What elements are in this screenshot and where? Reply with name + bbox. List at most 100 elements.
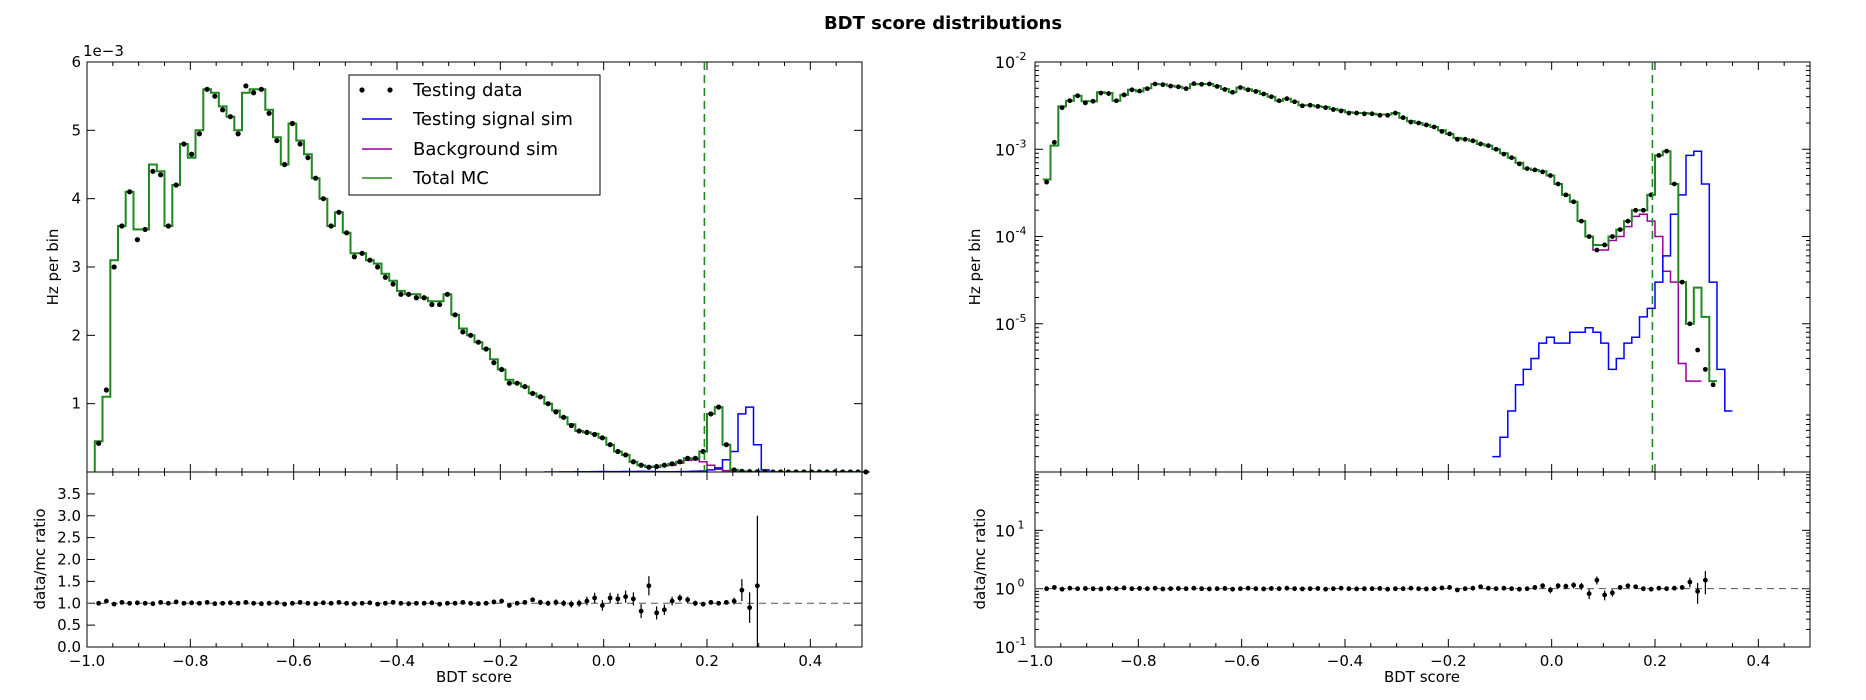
data-point bbox=[638, 462, 644, 468]
y-tick-label: 10 bbox=[995, 315, 1015, 334]
ratio-point bbox=[1168, 586, 1174, 592]
data-point bbox=[1640, 207, 1646, 213]
ratio-point bbox=[1671, 585, 1677, 591]
ratio-point bbox=[700, 601, 706, 607]
ratio-point bbox=[1245, 585, 1251, 591]
ratio-point bbox=[1524, 586, 1530, 592]
ratio-point bbox=[359, 600, 365, 606]
ratio-point bbox=[522, 599, 528, 605]
data-point bbox=[1082, 100, 1088, 106]
ratio-point bbox=[181, 600, 187, 606]
data-point bbox=[607, 442, 613, 448]
ratio-point bbox=[1261, 586, 1267, 592]
data-point bbox=[1214, 84, 1220, 89]
data-point bbox=[1540, 169, 1546, 175]
ratio-point bbox=[328, 600, 334, 606]
ratio-point bbox=[1268, 586, 1274, 591]
y-tick-label: 10 bbox=[995, 53, 1015, 72]
ratio-point bbox=[351, 601, 357, 607]
ratio-point bbox=[1625, 583, 1631, 589]
ratio-point bbox=[685, 597, 691, 603]
left-main-offset-text: 1e−3 bbox=[83, 42, 124, 60]
ratio-point bbox=[1377, 586, 1383, 591]
ratio-point bbox=[1532, 585, 1538, 590]
data-point bbox=[723, 442, 729, 448]
ratio-point bbox=[1082, 586, 1088, 591]
y-tick-label: 4 bbox=[71, 190, 81, 208]
ratio-point bbox=[1547, 587, 1553, 593]
ratio-point bbox=[1478, 584, 1484, 590]
data-point bbox=[1633, 207, 1639, 213]
data-point bbox=[1478, 141, 1484, 147]
right-main-frame bbox=[1034, 61, 1811, 473]
ratio-point bbox=[413, 600, 419, 606]
y-tick-label: 0.0 bbox=[57, 638, 81, 656]
data-point bbox=[313, 175, 319, 181]
ratio-point bbox=[429, 600, 435, 606]
data-point bbox=[444, 291, 450, 297]
ratio-point bbox=[1555, 583, 1561, 589]
ratio-point bbox=[475, 601, 481, 607]
x-tick-label: 0.4 bbox=[798, 652, 822, 670]
data-point bbox=[1075, 93, 1081, 99]
ratio-point bbox=[561, 600, 567, 606]
data-point bbox=[584, 429, 590, 435]
ratio-point bbox=[1354, 586, 1360, 592]
data-point bbox=[499, 366, 505, 373]
data-point bbox=[1385, 112, 1391, 118]
data-point bbox=[1330, 107, 1336, 112]
data-point bbox=[398, 291, 404, 297]
data-point bbox=[561, 414, 567, 420]
right-main-plot bbox=[1042, 62, 1733, 472]
data-point bbox=[258, 86, 264, 92]
data-point bbox=[1230, 89, 1236, 95]
ratio-point bbox=[1400, 586, 1406, 592]
data-point bbox=[1121, 92, 1127, 98]
data-point bbox=[1245, 87, 1251, 93]
data-point bbox=[1563, 192, 1569, 198]
data-point bbox=[731, 467, 737, 473]
right-main-ticks: 10-510-410-310-2 bbox=[995, 50, 1811, 473]
data-point bbox=[1679, 279, 1685, 285]
ratio-point bbox=[1509, 586, 1515, 592]
ratio-point bbox=[305, 600, 311, 606]
data-point bbox=[1175, 84, 1181, 90]
ratio-point bbox=[1113, 586, 1119, 592]
data-point bbox=[1059, 105, 1065, 111]
y-tick-label: 1.5 bbox=[57, 572, 81, 590]
data-point bbox=[134, 237, 140, 243]
data-point bbox=[274, 137, 280, 144]
ratio-point bbox=[1687, 579, 1693, 585]
ratio-point bbox=[483, 600, 489, 606]
ratio-point bbox=[630, 596, 636, 602]
data-point bbox=[1509, 155, 1515, 161]
ratio-point bbox=[1369, 586, 1375, 592]
y-tick-label: 10 bbox=[995, 638, 1015, 657]
ratio-point bbox=[1602, 592, 1608, 598]
data-point bbox=[716, 404, 722, 410]
ratio-point bbox=[437, 601, 443, 607]
ratio-point bbox=[1191, 585, 1197, 591]
ratio-point bbox=[1315, 586, 1321, 591]
ratio-point bbox=[1594, 577, 1600, 583]
data-point bbox=[1392, 110, 1398, 116]
data-point bbox=[103, 387, 109, 393]
ratio-point bbox=[134, 600, 140, 606]
ratio-point bbox=[615, 596, 621, 602]
data-point bbox=[336, 209, 342, 215]
data-point bbox=[468, 332, 474, 338]
data-point bbox=[677, 459, 683, 465]
data-point bbox=[158, 172, 164, 178]
ratio-point bbox=[1051, 585, 1057, 590]
data-point bbox=[328, 223, 334, 229]
data-point bbox=[1695, 347, 1701, 353]
ratio-point bbox=[127, 600, 133, 606]
x-tick-label: −0.4 bbox=[1327, 652, 1363, 670]
ratio-point bbox=[227, 600, 233, 606]
ratio-point bbox=[220, 600, 226, 606]
data-point bbox=[1098, 90, 1104, 96]
ratio-point bbox=[1664, 586, 1670, 592]
data-point bbox=[1261, 91, 1267, 97]
ratio-point bbox=[1121, 585, 1127, 591]
